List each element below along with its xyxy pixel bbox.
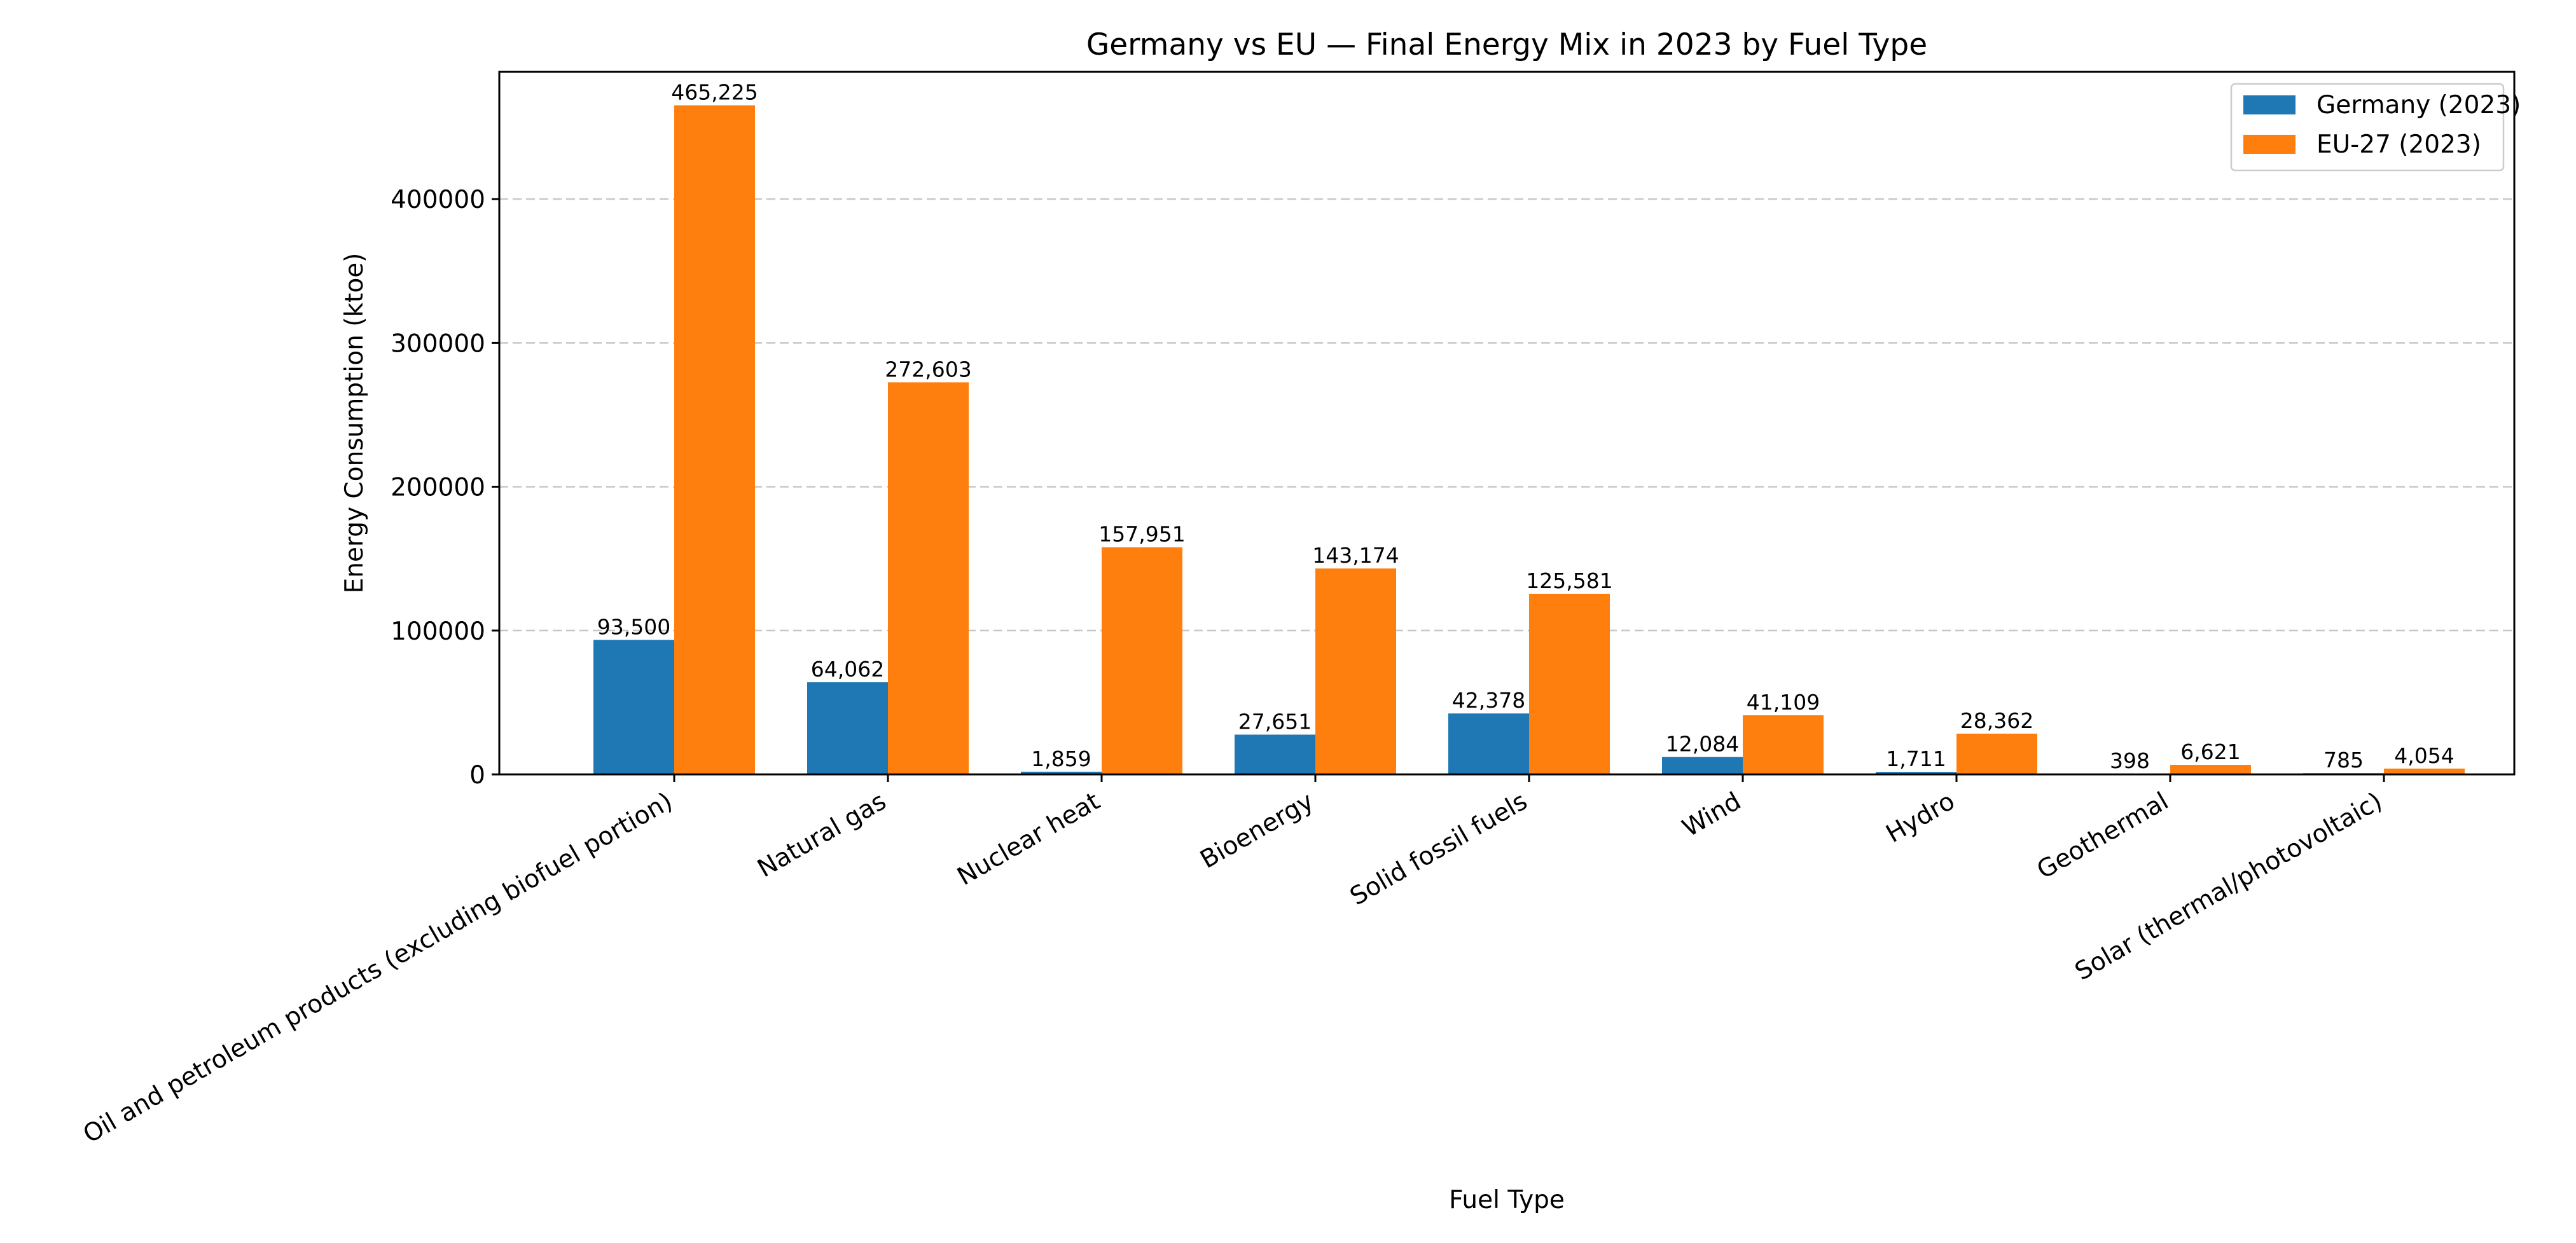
y-tick-label: 400000 [391, 186, 485, 214]
y-tick-label: 0 [469, 761, 485, 790]
y-tick-label: 100000 [391, 617, 485, 646]
data-label: 785 [2323, 748, 2364, 773]
bar-eu27 [888, 382, 969, 774]
legend-box [2230, 83, 2505, 172]
data-label: 1,859 [1031, 746, 1091, 771]
legend-label-germany: Germany (2023) [2316, 91, 2521, 120]
data-label: 42,378 [1452, 688, 1525, 713]
data-label: 1,711 [1886, 746, 1946, 771]
data-label: 27,651 [1238, 709, 1312, 734]
data-label: 41,109 [1747, 690, 1820, 715]
y-tick-label: 300000 [391, 329, 485, 358]
chart-title: Germany vs EU — Final Energy Mix in 2023… [1086, 27, 1927, 62]
bar-eu27 [674, 105, 755, 774]
x-axis-title: Fuel Type [1449, 1186, 1565, 1214]
data-label: 6,621 [2180, 739, 2240, 764]
data-label: 398 [2110, 748, 2150, 773]
data-label: 125,581 [1526, 568, 1612, 593]
bar-eu27 [1743, 715, 1824, 774]
bar-eu27 [1102, 547, 1182, 774]
legend-swatch-eu27 [2243, 135, 2296, 154]
bar-eu27 [2170, 765, 2251, 774]
data-labels: 93,500 64,062 1,859 27,651 42,378 12,084 1,711… [597, 80, 2455, 773]
gridlines [499, 198, 2514, 632]
data-label: 4,054 [2394, 743, 2454, 768]
plot-area-frame [498, 71, 2516, 776]
bar-germany [1235, 734, 1315, 774]
legend-label-eu27: EU-27 (2023) [2316, 130, 2481, 159]
legend-swatch-germany [2243, 95, 2296, 114]
data-label: 28,362 [1960, 708, 2033, 733]
data-label: 64,062 [811, 657, 884, 682]
bar-germany [1448, 713, 1529, 774]
y-axis-title: Energy Consumption (ktoe) [340, 253, 369, 594]
data-label: 157,951 [1098, 522, 1185, 547]
y-tick-label: 200000 [391, 474, 485, 502]
bar-eu27 [1315, 568, 1396, 774]
data-label: 143,174 [1312, 543, 1399, 568]
data-label: 12,084 [1666, 732, 1739, 757]
legend: Germany (2023) EU-27 (2023) [2230, 83, 2521, 172]
bar-germany [1876, 772, 1956, 774]
bar-germany [1021, 771, 1102, 774]
data-label: 93,500 [597, 614, 670, 639]
bar-germany [1662, 757, 1743, 774]
bar-eu27 [1956, 733, 2037, 774]
data-label: 272,603 [885, 357, 971, 381]
bar-germany [593, 640, 674, 774]
bar-eu27 [2384, 768, 2465, 774]
bars [593, 105, 2465, 774]
bar-germany [807, 682, 888, 774]
bar-eu27 [1529, 593, 1610, 774]
data-label: 465,225 [671, 80, 758, 105]
